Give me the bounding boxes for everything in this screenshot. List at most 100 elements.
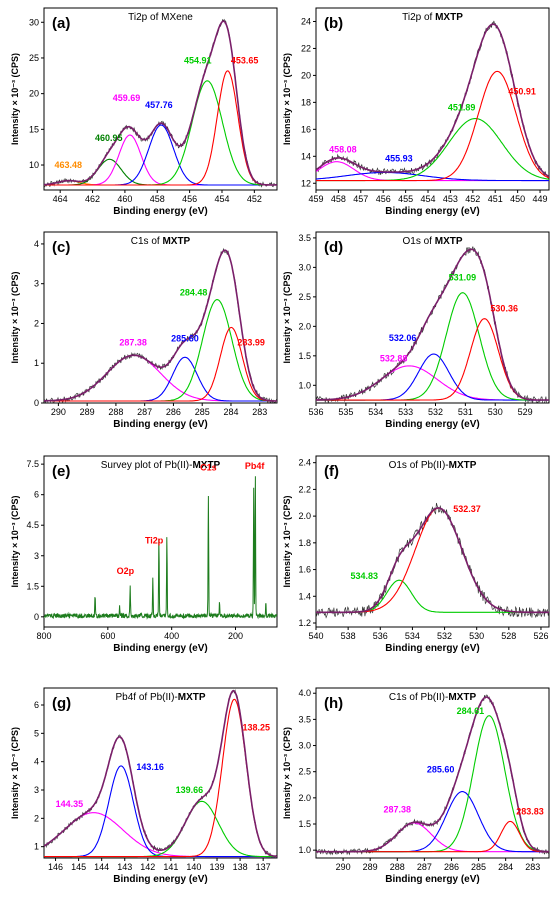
y-tick-label: 6	[34, 490, 39, 500]
y-tick-label: 3	[34, 551, 39, 561]
x-tick-label: 451	[488, 194, 503, 204]
panel-title: Pb4f of Pb(II)-MXTP	[115, 692, 205, 703]
x-tick-label: 283	[252, 407, 267, 417]
y-tick-label: 16	[301, 124, 311, 134]
x-tick-label: 286	[166, 407, 181, 417]
panel-label: (b)	[324, 15, 343, 32]
peak-label: 283.99	[237, 337, 265, 347]
y-axis-label: Intensity × 10⁻³ (CPS)	[282, 53, 292, 145]
y-tick-label: 2.5	[298, 767, 311, 777]
y-tick-label: 2.0	[298, 511, 311, 521]
component-peak-283-83	[316, 820, 549, 853]
peak-label: 453.65	[231, 56, 259, 66]
plot-area	[44, 18, 277, 188]
y-axis-label: Intensity × 10⁻³ (CPS)	[282, 495, 292, 587]
x-tick-label: 800	[36, 631, 51, 641]
peak-label: 457.76	[145, 100, 173, 110]
panel-label: (e)	[52, 463, 70, 480]
y-tick-label: 3.0	[298, 741, 311, 751]
y-tick-label: 1.4	[298, 591, 311, 601]
y-tick-label: 2.0	[298, 793, 311, 803]
y-tick-label: 20	[29, 89, 39, 99]
panel-h: 290 289 288 287 286 285 284 283 1.0 1.5 2.0 2.5 3.0 3…	[282, 687, 550, 885]
fitted-envelope	[44, 249, 277, 402]
x-tick-label: 400	[164, 631, 179, 641]
component-peak-284-48	[44, 299, 277, 402]
peak-label: 532.37	[453, 504, 481, 514]
peak-label: 531.09	[449, 272, 477, 282]
x-tick-label: 141	[163, 862, 178, 872]
panel-label: (f)	[324, 463, 339, 480]
x-tick-label: 284	[223, 407, 238, 417]
x-tick-label: 530	[469, 631, 484, 641]
y-tick-label: 14	[301, 151, 311, 161]
x-axis-label: Binding energy (eV)	[385, 206, 479, 217]
raw-spectrum	[316, 246, 549, 403]
x-tick-label: 460	[117, 194, 132, 204]
peak-label: 144.35	[56, 799, 84, 809]
x-tick-label: 287	[137, 407, 152, 417]
peak-label: 455.93	[385, 154, 413, 164]
peak-label: 287.38	[384, 804, 412, 814]
panel-d: 536 535 534 533 532 531 530 529 1.0 1.5 2.0 2.5 3.0 3…	[282, 231, 550, 430]
peak-label: 287.38	[119, 337, 147, 347]
peak-label: 284.61	[457, 706, 485, 716]
y-tick-label: 2.0	[298, 321, 311, 331]
x-tick-label: 452	[247, 194, 262, 204]
y-tick-label: 3.5	[298, 233, 311, 243]
x-tick-label: 455	[398, 194, 413, 204]
x-tick-label: 536	[373, 631, 388, 641]
plot-frame	[43, 687, 278, 859]
x-tick-label: 458	[150, 194, 165, 204]
x-tick-label: 531	[458, 407, 473, 417]
y-tick-label: 4.0	[298, 688, 311, 698]
y-tick-label: 7.5	[26, 459, 39, 469]
plot-frame	[43, 231, 278, 404]
x-tick-label: 457	[353, 194, 368, 204]
y-tick-label: 3.5	[298, 714, 311, 724]
y-axis-label: Intensity × 10⁻³ (CPS)	[282, 727, 292, 819]
panel-label: (c)	[52, 239, 70, 256]
y-tick-label: 3	[34, 785, 39, 795]
peak-label: 463.48	[55, 160, 83, 170]
x-tick-label: 140	[186, 862, 201, 872]
panel-title: Ti2p of MXene	[128, 12, 193, 23]
plot-frame	[315, 455, 550, 628]
peak-label: 285.60	[171, 333, 199, 343]
plot-area	[44, 247, 277, 403]
plot-area	[316, 502, 549, 619]
y-tick-label: 1	[34, 358, 39, 368]
peak-label: 139.66	[176, 785, 204, 795]
x-tick-label: 142	[140, 862, 155, 872]
y-axis-label: Intensity × 10⁻³ (CPS)	[10, 727, 20, 819]
peak-label: 450.91	[508, 86, 536, 96]
peak-label: Pb4f	[245, 461, 266, 471]
component-peak-532-88	[316, 365, 549, 401]
panel-title: Survey plot of Pb(II)-MXTP	[101, 460, 221, 471]
peak-label: 530.36	[490, 304, 518, 314]
panel-label: (d)	[324, 239, 343, 256]
x-tick-label: 288	[390, 862, 405, 872]
x-axis-label: Binding energy (eV)	[385, 874, 479, 885]
plot-area	[316, 246, 549, 403]
x-axis-label: Binding energy (eV)	[113, 206, 207, 217]
peak-label: C1s	[200, 462, 217, 472]
y-tick-label: 1	[34, 842, 39, 852]
x-tick-label: 288	[108, 407, 123, 417]
component-peak-283-99	[44, 326, 277, 402]
panel-f: 540 538 536 534 532 530 528 526 1.2 1.4 1.6 1.8 2.0 2…	[282, 455, 550, 654]
x-tick-label: 464	[53, 194, 68, 204]
x-tick-label: 538	[341, 631, 356, 641]
x-tick-label: 290	[51, 407, 66, 417]
x-tick-label: 287	[417, 862, 432, 872]
peak-label: O2p	[117, 566, 135, 576]
y-tick-label: 4	[34, 757, 39, 767]
y-tick-label: 22	[301, 43, 311, 53]
x-tick-label: 285	[471, 862, 486, 872]
y-tick-label: 0	[34, 612, 39, 622]
y-tick-label: 2.5	[298, 292, 311, 302]
x-tick-label: 534	[368, 407, 383, 417]
peak-label: 451.89	[448, 102, 476, 112]
x-tick-label: 532	[437, 631, 452, 641]
panel-label: (h)	[324, 695, 343, 712]
